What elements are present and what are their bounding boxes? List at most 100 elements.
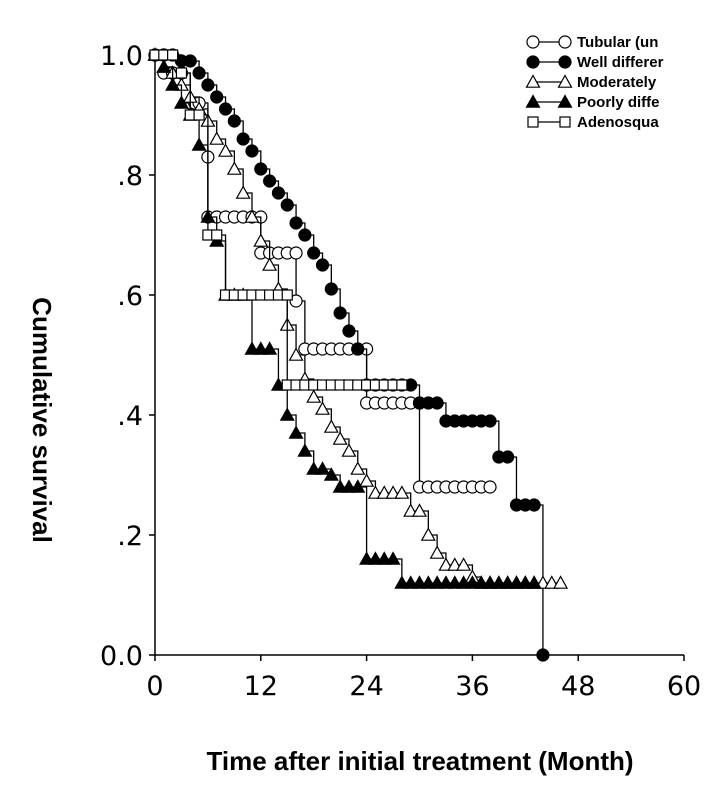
data-point [396, 379, 408, 391]
data-point [314, 401, 331, 415]
data-point [192, 66, 206, 80]
data-point [483, 414, 497, 428]
data-point [211, 229, 223, 241]
data-point [438, 575, 454, 589]
data-point [306, 389, 322, 403]
series-layer [147, 47, 569, 662]
data-point [429, 575, 445, 589]
data-point [227, 114, 241, 128]
legend-label: Poorly diffe [577, 94, 660, 111]
x-axis-label: Time after initial treatment (Month) [206, 746, 633, 776]
legend-marker [557, 74, 573, 88]
data-point [420, 527, 436, 541]
data-point [482, 575, 498, 589]
x-tick-label: 48 [561, 671, 595, 702]
data-point [332, 479, 348, 493]
data-point [553, 575, 569, 589]
data-point [385, 485, 401, 499]
legend-label: Tubular (un [577, 34, 658, 51]
data-point [218, 143, 234, 157]
data-point [517, 575, 533, 589]
data-point [289, 294, 303, 308]
data-point [314, 461, 331, 475]
legend: Tubular (un Well differer Moderately Poorly… [525, 34, 664, 131]
data-point [394, 575, 410, 589]
data-point [403, 503, 419, 517]
y-tick-label: .6 [117, 281, 143, 312]
data-point [183, 54, 197, 68]
legend-marker [557, 94, 573, 108]
data-point [263, 174, 277, 188]
data-point [536, 648, 550, 662]
data-point [351, 342, 365, 356]
legend-entry: Poorly diffe [525, 94, 660, 111]
data-point [298, 228, 312, 242]
x-tick-label: 36 [455, 671, 489, 702]
x-tick-label: 12 [244, 671, 278, 702]
data-point [281, 289, 293, 301]
series-line [155, 54, 535, 584]
legend-entry: Well differer [526, 54, 664, 71]
data-point [236, 132, 250, 146]
data-point [280, 198, 294, 212]
data-point [500, 575, 516, 589]
y-axis-label: Cumulative survival [27, 297, 57, 543]
data-point [544, 575, 560, 589]
legend-entry: Tubular (un [526, 34, 658, 51]
data-point [464, 575, 480, 589]
data-point [226, 161, 242, 175]
data-point [173, 95, 189, 109]
data-point [324, 282, 338, 296]
data-point [350, 479, 366, 493]
data-point [350, 461, 366, 475]
legend-entry: Moderately [525, 74, 657, 91]
data-point [254, 162, 268, 176]
data-point [535, 575, 551, 589]
data-point [245, 144, 259, 158]
data-point [411, 575, 428, 589]
data-point [430, 396, 444, 410]
data-point [289, 246, 303, 260]
legend-marker [527, 116, 539, 128]
data-point [201, 78, 215, 92]
data-point [508, 575, 525, 589]
data-point [289, 216, 303, 230]
y-tick-label: .8 [117, 161, 143, 192]
data-point [420, 575, 436, 589]
data-point [315, 258, 330, 272]
data-point [438, 557, 454, 571]
data-point [333, 306, 347, 320]
legend-marker [559, 116, 571, 128]
axes [154, 55, 684, 656]
data-point [376, 551, 392, 565]
data-point [456, 575, 472, 589]
data-point [394, 485, 410, 499]
data-point [288, 425, 304, 439]
data-point [332, 431, 348, 445]
data-point [235, 185, 251, 199]
series-4 [149, 49, 408, 391]
data-point [376, 485, 392, 499]
y-tick-label: 0.0 [100, 641, 143, 672]
data-point [359, 551, 375, 565]
data-point [209, 131, 225, 145]
data-point [306, 461, 322, 475]
legend-marker [558, 35, 572, 49]
data-point [244, 209, 260, 223]
data-point [367, 485, 383, 499]
y-tick-label: .4 [117, 401, 143, 432]
ticks: 0 12 24 36 48 60 0.0 .2 .4 .6 .8 1.0 [100, 41, 701, 702]
data-point [253, 341, 269, 355]
data-point [491, 575, 507, 589]
data-point [165, 77, 181, 91]
data-point [527, 498, 541, 512]
data-point [279, 407, 295, 421]
data-point [447, 557, 463, 571]
data-point [323, 467, 339, 481]
data-point [297, 443, 313, 457]
data-point [262, 257, 278, 271]
data-point [385, 551, 401, 565]
data-point [359, 473, 375, 487]
data-point [167, 49, 179, 61]
